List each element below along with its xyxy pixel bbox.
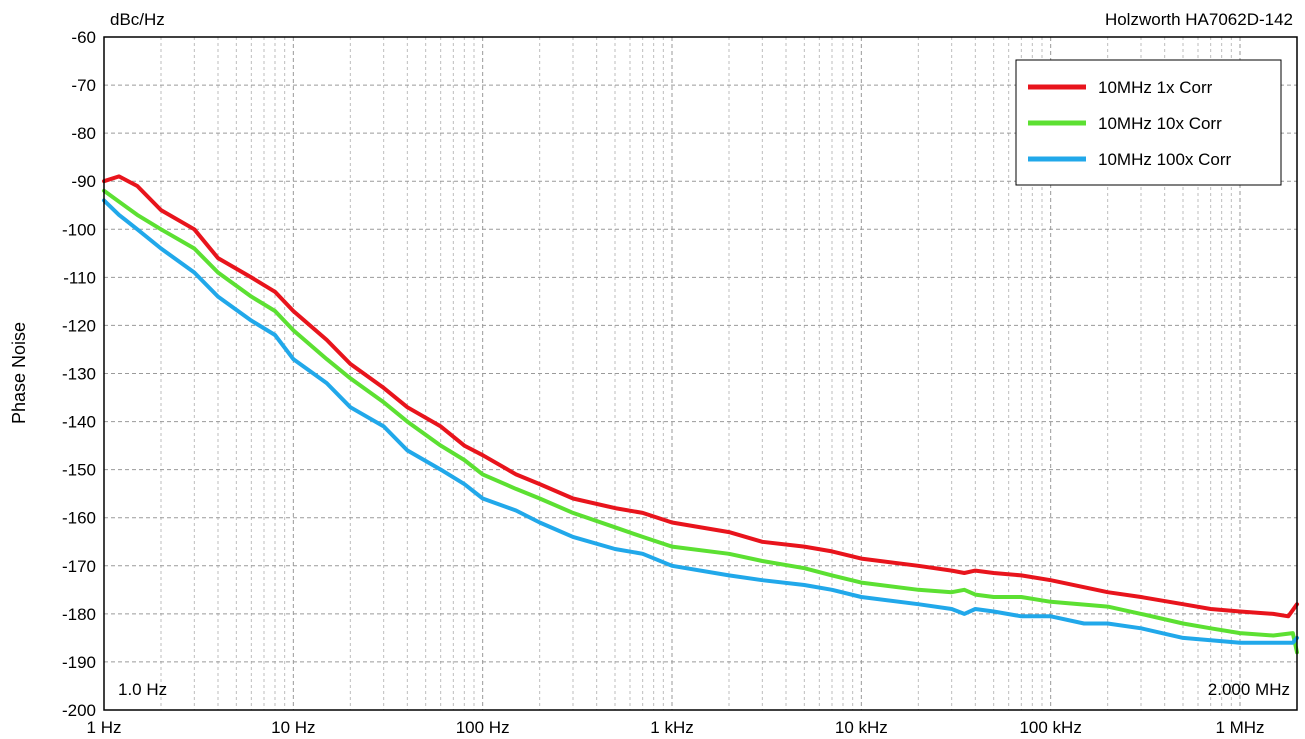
- x-tick-label: 100 Hz: [456, 718, 510, 737]
- y-tick-label: -120: [62, 316, 96, 335]
- x-tick-label: 1 kHz: [650, 718, 693, 737]
- y-tick-label: -150: [62, 461, 96, 480]
- legend-label-3: 10MHz 100x Corr: [1098, 150, 1232, 169]
- legend: 10MHz 1x Corr 10MHz 10x Corr 10MHz 100x Co…: [1015, 59, 1282, 186]
- x-tick-label: 1 MHz: [1215, 718, 1264, 737]
- y-tick-label: -60: [71, 28, 96, 47]
- y-axis-label: Phase Noise: [9, 322, 29, 424]
- series-line-2: [102, 188, 1299, 655]
- y-tick-label: -130: [62, 365, 96, 384]
- stop-frequency-annotation: 2.000 MHz: [1208, 680, 1290, 699]
- y-tick-label: -70: [71, 76, 96, 95]
- y-tick-label: -110: [63, 268, 96, 287]
- y-tick-label: -190: [62, 653, 96, 672]
- plot-frame: [103, 36, 1298, 711]
- series-line-3: [102, 198, 1299, 645]
- x-axis-ticks: 1 Hz 10 Hz 100 Hz 1 kHz 10 kHz 100 kHz 1 MHz: [87, 718, 1265, 737]
- y-unit-label: dBc/Hz: [110, 10, 165, 29]
- y-tick-label: -180: [62, 605, 96, 624]
- x-tick-label: 10 Hz: [271, 718, 315, 737]
- y-tick-label: -80: [71, 124, 96, 143]
- x-tick-label: 10 kHz: [835, 718, 888, 737]
- y-tick-label: -200: [62, 701, 96, 720]
- y-axis-ticks: -60 -70 -80 -90 -100 -110 -120 -130 -140 -150 -160…: [62, 28, 96, 720]
- y-tick-label: -100: [62, 220, 96, 239]
- series-line-1: [102, 174, 1299, 619]
- legend-label-2: 10MHz 10x Corr: [1098, 114, 1222, 133]
- start-frequency-annotation: 1.0 Hz: [118, 680, 167, 699]
- y-tick-label: -170: [62, 557, 96, 576]
- legend-label-1: 10MHz 1x Corr: [1098, 78, 1213, 97]
- grid: [104, 37, 1298, 710]
- y-tick-label: -90: [71, 172, 96, 191]
- instrument-label: Holzworth HA7062D-142: [1105, 10, 1293, 29]
- x-tick-label: 100 kHz: [1019, 718, 1081, 737]
- x-tick-label: 1 Hz: [87, 718, 122, 737]
- series-layer: [102, 174, 1299, 655]
- y-tick-label: -140: [62, 413, 96, 432]
- y-tick-label: -160: [62, 509, 96, 528]
